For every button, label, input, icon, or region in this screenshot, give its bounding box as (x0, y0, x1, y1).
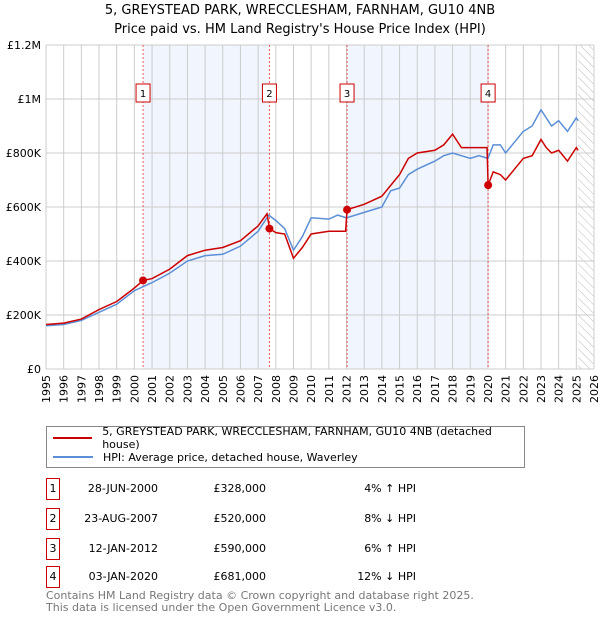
sale-price: £520,000 (213, 512, 267, 525)
sale-hpi-diff: 12% ↓ HPI (357, 570, 416, 583)
x-tick-label: 1999 (111, 375, 124, 403)
sale-hpi-diff: 8% ↓ HPI (364, 512, 416, 525)
sale-label: 4 (485, 89, 491, 100)
x-tick-label: 2024 (553, 375, 566, 403)
x-tick-label: 1995 (40, 375, 53, 403)
chart-title: 5, GREYSTEAD PARK, WRECCLESHAM, FARNHAM,… (104, 3, 496, 18)
legend-swatch (53, 456, 93, 458)
x-tick-label: 2017 (429, 375, 442, 403)
sale-point (343, 205, 352, 214)
sale-price: £328,000 (213, 482, 267, 495)
sale-number-badge: 1 (46, 478, 60, 500)
sale-label: 3 (344, 89, 350, 100)
sale-price: £590,000 (213, 542, 267, 555)
y-tick-label: £800K (6, 147, 42, 160)
sale-number-badge: 2 (46, 508, 60, 530)
x-tick-label: 2011 (323, 375, 336, 403)
x-tick-label: 2003 (181, 375, 194, 403)
x-tick-label: 2013 (358, 375, 371, 403)
x-tick-label: 2026 (588, 375, 600, 403)
legend-item-hpi: HPI: Average price, detached house, Wave… (47, 448, 358, 466)
sale-label-box (261, 83, 277, 103)
y-tick-label: £200K (6, 309, 42, 322)
sale-label: 2 (266, 89, 272, 100)
price-chart: 1995 1996 1997 1998 1999 2000 2001 2002 2003 2004… (6, 39, 600, 403)
x-tick-label: 2014 (376, 375, 389, 403)
x-tick-label: 2018 (447, 375, 460, 403)
sale-date: 23-AUG-2007 (84, 512, 158, 525)
legend-label: 5, GREYSTEAD PARK, WRECCLESHAM, FARNHAM,… (102, 425, 492, 451)
x-tick-label: 2008 (270, 375, 283, 403)
sale-label: 1 (140, 89, 146, 100)
y-tick-label: £400K (6, 255, 42, 268)
x-tick-label: 2023 (535, 375, 548, 403)
sale-date: 28-JUN-2000 (87, 482, 158, 495)
sale-hpi-diff: 6% ↑ HPI (364, 542, 416, 555)
sale-number-badge: 3 (46, 538, 60, 560)
y-tick-label: £0 (27, 363, 41, 376)
sale-label-box (480, 83, 496, 103)
x-tick-label: 1998 (93, 375, 106, 403)
x-tick-label: 2016 (411, 375, 424, 403)
sale-date: 12-JAN-2012 (88, 542, 158, 555)
legend-label: HPI: Average price, detached house, Wave… (103, 450, 358, 464)
x-tick-label: 1997 (75, 375, 88, 403)
x-tick-label: 2022 (517, 375, 530, 403)
x-tick-label: 2004 (199, 375, 212, 403)
x-tick-label: 2000 (128, 375, 141, 403)
chart-subtitle: Price paid vs. HM Land Registry's House … (114, 22, 486, 37)
legend-item-property: 5, GREYSTEAD PARK, WRECCLESHAM, FARNHAM,… (47, 425, 524, 451)
sale-label-box (339, 83, 355, 103)
x-tick-label: 2010 (305, 375, 318, 403)
x-tick-label: 2020 (482, 375, 495, 403)
sale-price: £681,000 (213, 570, 267, 583)
property-price-line (45, 132, 579, 326)
y-tick-label: £1.2M (7, 39, 41, 52)
x-tick-label: 2001 (146, 375, 159, 403)
sale-point (139, 276, 148, 285)
x-tick-label: 2006 (234, 375, 247, 403)
x-tick-label: 2025 (570, 375, 583, 403)
y-tick-label: £1M (18, 93, 42, 106)
sale-point (484, 181, 493, 190)
x-tick-label: 2021 (500, 375, 513, 403)
x-tick-label: 2005 (217, 375, 230, 403)
x-tick-label: 2009 (287, 375, 300, 403)
footer-copyright: Contains HM Land Registry data © Crown c… (46, 589, 474, 602)
sale-date: 03-JAN-2020 (88, 570, 158, 583)
x-tick-label: 2019 (464, 375, 477, 403)
hpi-line (45, 108, 579, 327)
sale-label-box (135, 83, 151, 103)
legend-swatch (53, 437, 93, 439)
sale-number-badge: 4 (46, 566, 60, 588)
x-tick-label: 2015 (394, 375, 407, 403)
sale-point (265, 224, 274, 233)
x-tick-label: 1996 (58, 375, 71, 403)
x-tick-label: 2012 (341, 375, 354, 403)
x-tick-label: 2002 (164, 375, 177, 403)
legend: 5, GREYSTEAD PARK, WRECCLESHAM, FARNHAM,… (46, 425, 525, 468)
y-tick-label: £600K (6, 201, 42, 214)
x-tick-label: 2007 (252, 375, 265, 403)
footer-licence: This data is licensed under the Open Gov… (46, 601, 397, 614)
sale-hpi-diff: 4% ↑ HPI (364, 482, 416, 495)
